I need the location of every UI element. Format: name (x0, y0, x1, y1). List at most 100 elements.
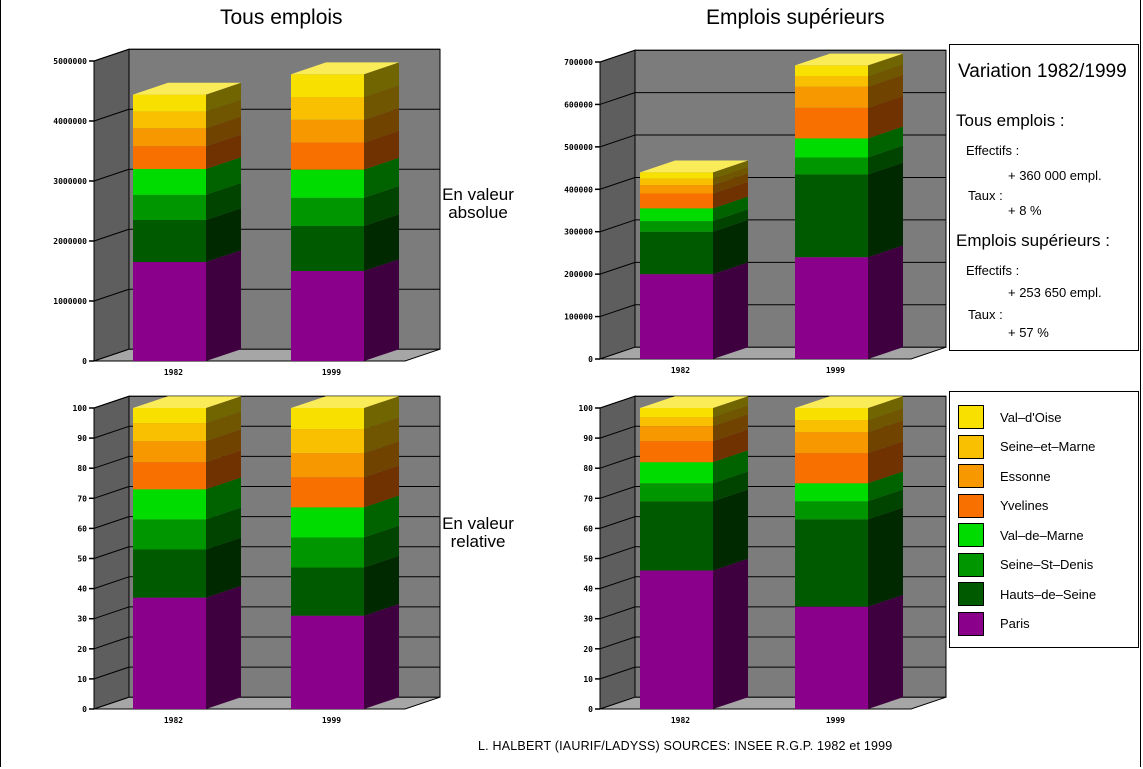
bar-side-paris (868, 245, 903, 359)
bar-segment-seine-st-denis (795, 157, 868, 175)
bar-segment-yvelines (795, 453, 868, 484)
bar-segment-hauts-de-seine (291, 226, 364, 271)
bar-side-val-de-marne (206, 477, 241, 520)
bar-side-hauts-de-seine (868, 162, 903, 258)
row-label-absolue: En valeur absolue (442, 185, 514, 222)
gridline-side (599, 177, 636, 190)
bar-segment-essonne (291, 453, 364, 478)
bar-side-paris (713, 262, 748, 359)
bar-segment-essonne (640, 185, 713, 194)
gridline-side (93, 606, 130, 620)
gridline-side (599, 636, 636, 650)
legend-item: Val–de–Marne (958, 522, 1084, 548)
y-tick-label: 20 (583, 645, 593, 654)
bar-side-paris (364, 259, 399, 361)
source-note: L. HALBERT (IAURIF/LADYSS) SOURCES: INSE… (478, 739, 893, 753)
gridline-side (599, 486, 636, 499)
y-tick-label: 1000000 (53, 297, 87, 306)
y-tick-label: 100000 (564, 313, 593, 322)
y-tick-label: 0 (588, 705, 593, 714)
legend-label: Paris (1000, 616, 1030, 631)
variation-title: Variation 1982/1999 (958, 61, 1127, 82)
gridline-side (93, 48, 130, 62)
legend-label: Val–de–Marne (1000, 527, 1084, 543)
gridline-side (93, 168, 130, 182)
y-tick-label: 500000 (564, 143, 593, 152)
gridline-side (93, 486, 130, 499)
y-tick-label: 60 (583, 524, 593, 533)
bar-side-val-d-oise (713, 160, 748, 179)
gridline-side (599, 49, 636, 63)
bar-side-val-d-oise (868, 53, 903, 77)
y-tick-label: 200000 (564, 270, 593, 279)
bar-segment-yvelines (640, 193, 713, 209)
bar-side-essonne (206, 116, 241, 147)
bar-side-seine-et-marne (206, 411, 241, 442)
bar-segment-essonne (795, 432, 868, 454)
bar-segment-hauts-de-seine (133, 549, 206, 598)
gridline-side (599, 666, 636, 680)
bar-segment-seine-st-denis (640, 221, 713, 232)
y-tick-label: 30 (583, 615, 593, 624)
legend-swatch (958, 552, 984, 577)
bar-segment-val-de-marne (291, 507, 364, 538)
bar-side-val-d-oise (713, 396, 748, 418)
legend-item: Val–d'Oise (958, 404, 1062, 430)
gridline-side (599, 606, 636, 620)
bar-segment-seine-et-marne (291, 97, 364, 120)
chart-panel-tous-absolu: 0 1000000 2000000 3000000 4000000 5000000 1982… (53, 48, 441, 377)
bar-segment-paris (795, 257, 868, 359)
bar-segment-hauts-de-seine (640, 231, 713, 275)
bar-segment-hauts-de-seine (795, 519, 868, 607)
bar-side-paris (206, 250, 241, 361)
bar-side-seine-st-denis (713, 209, 748, 232)
bar-segment-yvelines (795, 107, 868, 139)
x-tick-label: 1999 (322, 368, 341, 377)
legend-label: Essonne (1000, 468, 1051, 484)
bar-side-essonne (206, 429, 241, 463)
legend: Val–d'Oise Seine–et–Marne Essonne Yvelines V… (949, 391, 1139, 648)
bar-side-val-de-marne (868, 471, 903, 502)
x-tick-label: 1982 (671, 716, 690, 725)
x-tick-label: 1982 (164, 716, 183, 725)
gridline-side (599, 92, 636, 105)
bar-segment-paris (640, 570, 713, 709)
y-tick-label: 3000000 (53, 177, 87, 186)
gridline-side (599, 134, 636, 148)
y-tick-label: 100 (579, 404, 594, 413)
s1-taux-value: + 8 % (1008, 203, 1042, 218)
bar-side-yvelines (364, 130, 399, 170)
bar-segment-seine-st-denis (133, 519, 206, 550)
legend-swatch (958, 405, 984, 429)
bar-side-essonne (713, 414, 748, 442)
bar-side-val-d-oise (364, 396, 399, 430)
bar-side-essonne (364, 441, 399, 478)
bar-side-val-de-marne (206, 157, 241, 195)
bar-segment-val-de-marne (640, 208, 713, 222)
s2-taux-value: + 57 % (1008, 325, 1049, 340)
section-tous-emplois: Tous emplois : (956, 111, 1065, 130)
legend-item: Seine–et–Marne (958, 434, 1095, 460)
bar-side-yvelines (868, 96, 903, 139)
bar-segment-yvelines (133, 146, 206, 169)
bar-segment-seine-st-denis (291, 197, 364, 226)
s1-effectifs-value: + 360 000 empl. (1008, 168, 1102, 183)
gridline-side (93, 576, 130, 590)
y-tick-label: 4000000 (53, 117, 87, 126)
y-tick-label: 0 (588, 355, 593, 364)
bar-side-hauts-de-seine (206, 208, 241, 262)
row-label-relative: En valeur relative (442, 514, 514, 551)
gridline-side (599, 425, 636, 439)
y-tick-label: 700000 (564, 58, 593, 67)
bar-side-essonne (713, 173, 748, 194)
bar-segment-essonne (795, 86, 868, 108)
gridline-side (599, 219, 636, 233)
chart-panel-tous-relatif: 0 10 20 30 40 50 60 70 80 90 100 1982 1999 (73, 395, 441, 725)
x-tick-label: 1999 (322, 716, 341, 725)
bar-side-yvelines (364, 465, 399, 508)
legend-label: Hauts–de–Seine (1000, 586, 1097, 602)
gridline-side (599, 546, 636, 559)
bar-side-seine-st-denis (868, 145, 903, 175)
bar-top (133, 396, 241, 408)
y-tick-label: 0 (82, 705, 87, 714)
